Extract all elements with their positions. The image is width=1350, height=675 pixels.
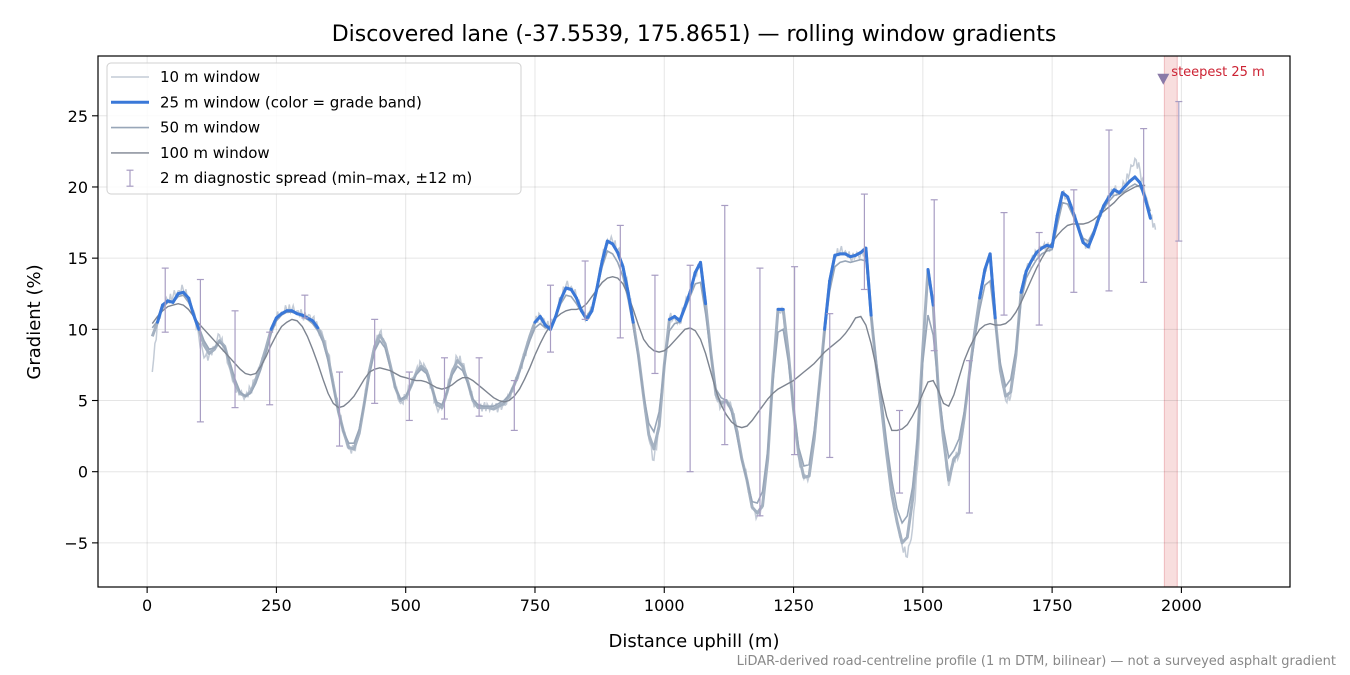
series-25m-segment bbox=[926, 268, 935, 307]
x-tick-label: 250 bbox=[261, 596, 292, 615]
series-25m-segment bbox=[569, 288, 578, 300]
y-tick-label: 25 bbox=[68, 107, 88, 126]
legend-label: 25 m window (color = grade band) bbox=[160, 93, 422, 111]
series-layer bbox=[150, 156, 1157, 559]
errorbar-layer bbox=[161, 100, 1183, 517]
axes-frame bbox=[97, 55, 1291, 588]
series-25m-segment bbox=[1097, 204, 1106, 220]
chart-title: Discovered lane (-37.5539, 175.8651) — r… bbox=[332, 22, 1057, 47]
series-25m-segment bbox=[1092, 216, 1101, 236]
series-25m-segment bbox=[590, 286, 599, 313]
series-25m-segment bbox=[559, 286, 568, 301]
series-25m-segment bbox=[988, 252, 997, 320]
y-tick-label: 5 bbox=[78, 392, 88, 411]
series-25m-segment bbox=[1102, 195, 1111, 207]
series-25m-segment bbox=[823, 279, 832, 331]
steepest-marker bbox=[1157, 73, 1170, 85]
series-25m-segment bbox=[311, 319, 320, 330]
series-25m-segment bbox=[626, 290, 635, 324]
series-25m-segment bbox=[1066, 195, 1075, 213]
series-25m-segment bbox=[611, 242, 620, 254]
series-25m-segment bbox=[1143, 196, 1152, 220]
series-25m-segment bbox=[585, 309, 594, 321]
series-100m-line bbox=[151, 184, 1146, 432]
tick-layer: 0 250 500 750 1000 1250 1500 1750 2000 −5 0 5 10 15 20… bbox=[64, 107, 1201, 615]
plot-area: steepest 25 m bbox=[98, 56, 1290, 587]
x-tick-label: 1500 bbox=[902, 596, 943, 615]
legend: 10 m window 25 m window (color = grade ba… bbox=[106, 62, 522, 195]
series-25m-segment bbox=[978, 268, 987, 300]
grid-layer bbox=[98, 56, 1290, 587]
annotation-layer: steepest 25 m bbox=[1157, 65, 1265, 85]
series-25m-segment bbox=[1138, 181, 1147, 200]
x-tick-label: 1250 bbox=[773, 596, 814, 615]
series-25m-segment bbox=[192, 313, 201, 331]
series-25m-segment bbox=[187, 296, 196, 317]
series-25m-segment bbox=[171, 292, 180, 304]
x-tick-label: 1000 bbox=[644, 596, 685, 615]
y-tick-label: 15 bbox=[68, 249, 88, 268]
x-tick-label: 0 bbox=[142, 596, 152, 615]
y-tick-label: 20 bbox=[68, 178, 88, 197]
legend-label: 10 m window bbox=[160, 68, 260, 86]
series-25m-segment bbox=[699, 260, 708, 306]
steepest-band bbox=[1163, 56, 1178, 587]
footnote: LiDAR-derived road-centreline profile (1… bbox=[737, 654, 1336, 669]
x-axis-label: Distance uphill (m) bbox=[609, 631, 780, 652]
series-25m-segment bbox=[549, 315, 558, 331]
series-25m-segment bbox=[683, 290, 692, 309]
series-25m-segment bbox=[688, 270, 697, 294]
legend-box bbox=[106, 62, 522, 195]
series-25m-segment bbox=[678, 305, 687, 323]
y-tick-label: 0 bbox=[78, 463, 88, 482]
legend-label: 50 m window bbox=[160, 119, 260, 137]
series-25m-segment bbox=[1029, 251, 1039, 263]
steepest-band-layer bbox=[1163, 56, 1178, 587]
y-axis-label: Gradient (%) bbox=[24, 264, 45, 379]
series-25m-segment bbox=[538, 315, 547, 327]
series-25m-segment bbox=[595, 259, 604, 290]
series-25m-segment bbox=[1050, 213, 1059, 249]
series-25m-segment bbox=[1055, 191, 1064, 217]
x-tick-label: 1750 bbox=[1032, 596, 1073, 615]
series-25m-segment bbox=[156, 303, 165, 324]
legend-label: 100 m window bbox=[160, 144, 270, 162]
x-tick-label: 750 bbox=[520, 596, 551, 615]
steepest-annotation: steepest 25 m bbox=[1171, 65, 1264, 80]
series-25m-segment bbox=[621, 265, 630, 294]
series-50m-line bbox=[151, 183, 1152, 525]
series-25m-segment bbox=[864, 246, 873, 317]
series-25m-segment bbox=[269, 316, 278, 331]
series-25m-segment bbox=[574, 296, 583, 313]
series-25m-segment bbox=[554, 297, 563, 318]
x-tick-label: 2000 bbox=[1161, 596, 1202, 615]
series-25m-segment bbox=[1086, 232, 1095, 249]
y-tick-label: 10 bbox=[68, 320, 88, 339]
y-tick-label: −5 bbox=[64, 534, 88, 553]
x-tick-label: 500 bbox=[390, 596, 421, 615]
legend-label: 2 m diagnostic spread (min–max, ±12 m) bbox=[160, 169, 472, 187]
series-25m-segment bbox=[600, 239, 609, 263]
series-25m-segment bbox=[828, 253, 837, 283]
series-25m-segment bbox=[1024, 259, 1033, 273]
series-25m-segment bbox=[1019, 269, 1028, 294]
series-25m-segment bbox=[1076, 225, 1085, 244]
